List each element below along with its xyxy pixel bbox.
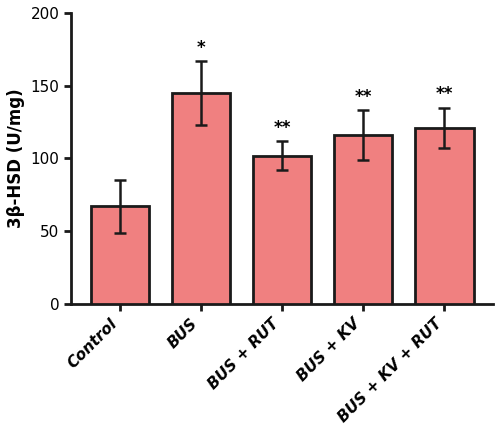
Text: **: ** xyxy=(354,88,372,106)
Text: **: ** xyxy=(436,85,453,103)
Bar xyxy=(172,93,230,304)
Bar xyxy=(334,135,392,304)
Bar xyxy=(415,128,474,304)
Text: **: ** xyxy=(274,119,291,137)
Bar xyxy=(90,206,149,304)
Text: *: * xyxy=(196,38,205,57)
Y-axis label: 3β-HSD (U/mg): 3β-HSD (U/mg) xyxy=(7,89,25,228)
Bar xyxy=(253,156,312,304)
